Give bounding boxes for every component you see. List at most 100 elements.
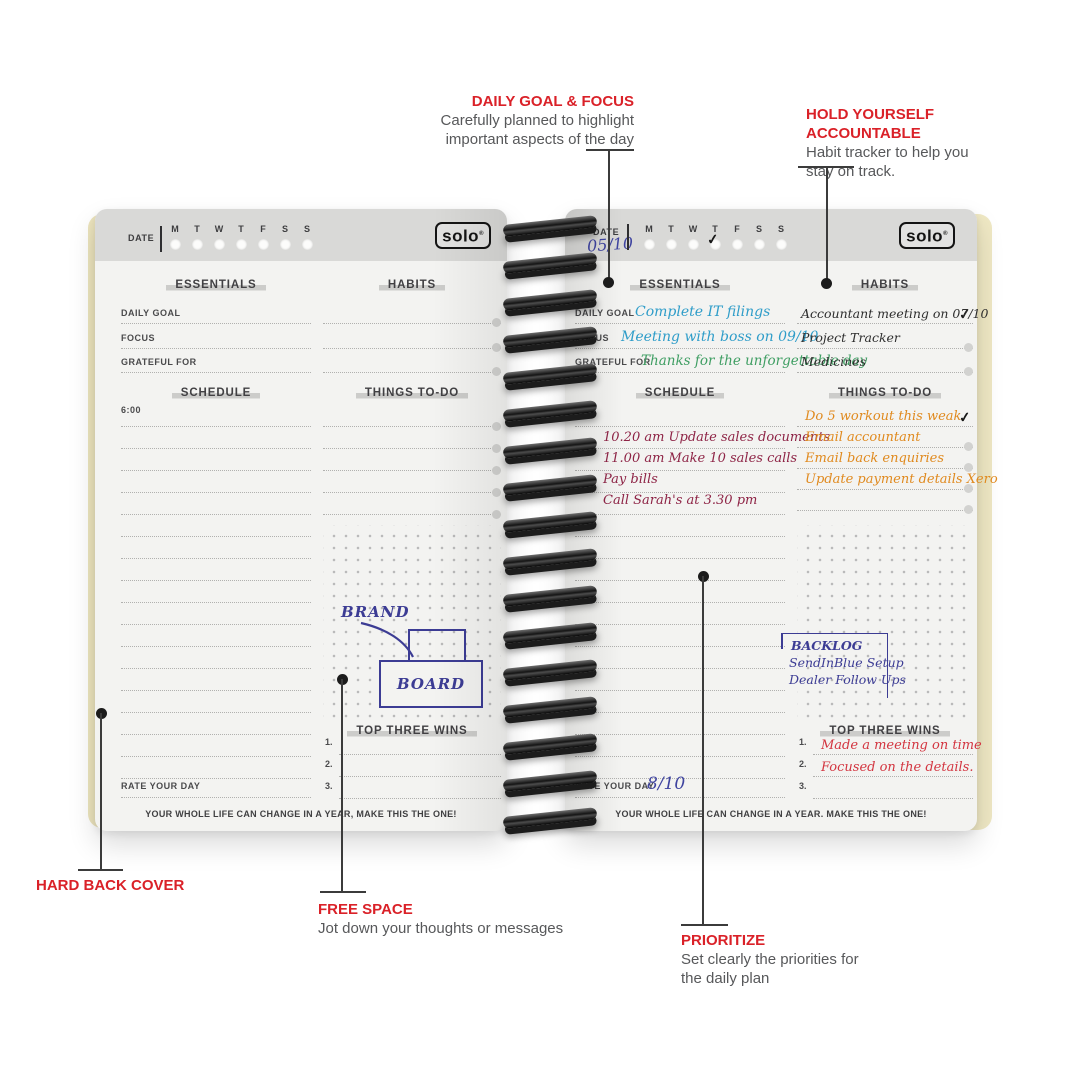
weekday: S (775, 224, 787, 250)
habit-entry: Project Tracker (801, 330, 900, 345)
schedule-entry: 10.20 am Update sales documents (603, 430, 831, 445)
schedule-start-time: 6:00 (121, 405, 142, 415)
habit-dot (964, 343, 973, 352)
sketch-brand-text: BRAND (341, 603, 410, 621)
todo-line (797, 505, 973, 514)
schedule-header: SCHEDULE (121, 383, 311, 401)
spiral-coil (502, 289, 598, 311)
ruled-line (575, 449, 785, 471)
date-divider (627, 224, 629, 250)
habit-dot (492, 343, 501, 352)
spiral-coil (502, 326, 598, 348)
ruled-line (121, 625, 311, 647)
callout-tick (78, 869, 123, 871)
free-space-dot-grid (797, 525, 973, 721)
win-entry: Made a meeting on time (821, 738, 982, 753)
habits-header: HABITS (797, 275, 973, 293)
todo-dot (492, 510, 501, 519)
focus-label: FOCUS (121, 333, 155, 343)
spiral-coil (502, 659, 598, 681)
ruled-line (121, 647, 311, 669)
ruled-line (121, 581, 311, 603)
win-row: 2. (797, 757, 973, 779)
spiral-coil (502, 770, 598, 792)
ruled-line (121, 405, 311, 427)
ruled-line (121, 691, 311, 713)
spiral-coil (502, 215, 598, 237)
ruled-line (575, 713, 785, 735)
todo-line (323, 449, 501, 475)
habit-line (323, 318, 501, 327)
weekday: T (191, 224, 203, 250)
motto: YOUR WHOLE LIFE CAN CHANGE IN A YEAR. MA… (615, 809, 927, 819)
planner-page-right: DATE 05/10 M T W T F S S ✓ solo® ESSENTI… (565, 209, 998, 831)
habit-line (797, 343, 973, 352)
callout-tick (320, 891, 366, 893)
day-circle (169, 239, 181, 250)
callout-tick (586, 149, 634, 151)
date-label: DATE (128, 233, 155, 243)
day-circle (731, 239, 743, 250)
planner-page-left: DATE M T W T F S S solo® ESSENTIALS HABI… (95, 209, 507, 831)
todo-dot (492, 466, 501, 475)
backlog-item: Dealer Follow Ups (789, 672, 906, 687)
day-circle (643, 239, 655, 250)
ruled-line (575, 647, 785, 669)
todo-dot (964, 484, 973, 493)
ruled-line (575, 559, 785, 581)
weekday: T (665, 224, 677, 250)
callout-line (608, 149, 610, 279)
sketch-board-text: BOARD (396, 675, 466, 693)
habit-dot (492, 318, 501, 327)
date-label: DATE (593, 227, 620, 237)
ruled-line (121, 735, 311, 757)
ruled-line (121, 757, 311, 779)
ruled-line (575, 581, 785, 603)
win-entry: Focused on the details. (821, 760, 974, 775)
ruled-line (121, 471, 311, 493)
ruled-line (575, 757, 785, 779)
day-circle (213, 239, 225, 250)
wins-header: TOP THREE WINS (797, 721, 973, 739)
ruled-line (121, 669, 311, 691)
win-row: 2. (323, 757, 501, 779)
callout-hard-back-cover: HARD BACK COVER (36, 877, 185, 894)
solo-logo: solo® (435, 222, 491, 249)
ruled-line (121, 559, 311, 581)
day-circle (191, 239, 203, 250)
essentials-header: ESSENTIALS (121, 275, 311, 293)
day-circle (753, 239, 765, 250)
win-row: 3. (323, 779, 501, 801)
page-header-band (565, 209, 977, 261)
habit-entry: Accountant meeting on 07/10 (801, 306, 989, 321)
rating-entry: 8/10 (647, 774, 686, 794)
ruled-line (575, 493, 785, 515)
todo-dot (492, 444, 501, 453)
essentials-header: ESSENTIALS (575, 275, 785, 293)
backlog-box: BACKLOG SendInBlue Setup Dealer Follow U… (781, 633, 906, 698)
spiral-coil (502, 437, 598, 459)
todo-header: THINGS TO-DO (797, 383, 973, 401)
habit-line (323, 367, 501, 376)
callout-line (826, 166, 828, 280)
weekday: W (687, 224, 699, 250)
ruled-line (121, 449, 311, 471)
schedule-entry: Call Sarah's at 3.30 pm (603, 493, 758, 508)
day-circle (687, 239, 699, 250)
spiral-coil (502, 585, 598, 607)
spiral-coil (502, 733, 598, 755)
ruled-line (575, 537, 785, 559)
ruled-line (575, 691, 785, 713)
weekday: F (731, 224, 743, 250)
todo-dot (964, 442, 973, 451)
day-circle (279, 239, 291, 250)
solo-logo: solo® (899, 222, 955, 249)
ruled-line (121, 713, 311, 735)
day-circle (775, 239, 787, 250)
spiral-coil (502, 622, 598, 644)
habit-dot (492, 367, 501, 376)
day-circle (709, 239, 721, 250)
dotted-line (575, 348, 785, 349)
weekday: M (169, 224, 181, 250)
